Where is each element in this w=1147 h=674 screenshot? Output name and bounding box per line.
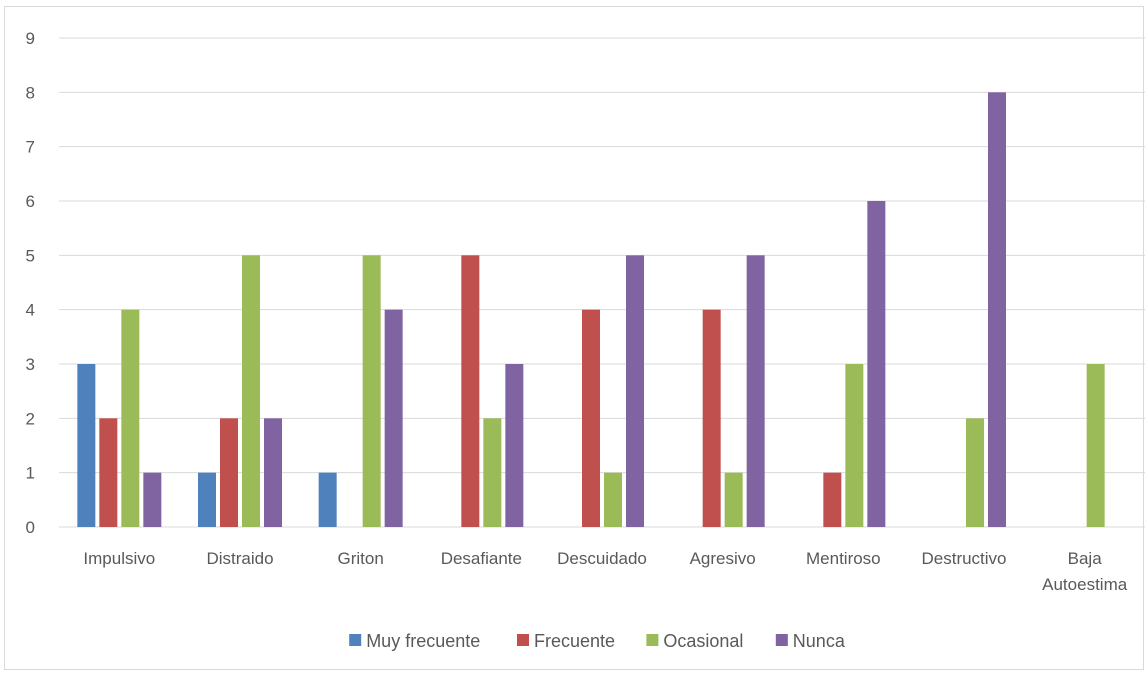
x-tick-label: Desafiante [441,549,522,568]
x-tick-label: Baja Autoestima [1042,549,1128,594]
bar [99,418,118,527]
bar-chart: 0 1 2 3 4 5 6 7 8 9 Impulsivo Distraido Griton Desaf… [26,29,1145,651]
legend-label: Ocasional [663,631,743,651]
x-tick-label: Destructivo [921,549,1006,568]
legend-swatch [775,634,788,646]
x-tick-label: Distraido [206,549,273,568]
y-tick-label: 8 [26,83,35,102]
bar [220,418,238,527]
bar [362,255,381,528]
bar [626,255,644,528]
y-tick-label: 1 [26,464,35,483]
bar [77,364,96,527]
chart-area: 0 1 2 3 4 5 6 7 8 9 Impulsivo Distraido Griton Desaf… [4,6,1145,670]
x-axis-ticks: Impulsivo Distraido Griton Desafiante Descui… [83,549,1127,594]
y-tick-label: 5 [26,246,35,265]
y-tick-label: 7 [26,138,35,157]
bar [845,364,864,527]
y-tick-label: 0 [26,518,35,537]
legend: Muy frecuente Frecuente Ocasional Nunca [349,631,846,651]
bar [1086,364,1105,527]
bar [242,255,260,528]
y-tick-label: 6 [26,192,35,211]
bar [264,418,282,527]
legend-swatch [646,634,659,646]
x-tick-label: Mentiroso [806,549,881,568]
bar [823,472,842,527]
bar [746,255,765,528]
x-tick-label: Descuidado [557,549,647,568]
bar [318,472,337,527]
gridlines [59,37,1145,528]
bar [121,309,140,527]
legend-swatch [517,634,529,646]
bar [582,309,600,527]
bar [867,201,886,527]
y-axis-ticks: 0 1 2 3 4 5 6 7 8 9 [26,29,35,537]
x-tick-label: Griton [338,549,384,568]
legend-label: Nunca [793,631,846,651]
bars [77,92,1105,528]
bar [604,472,622,527]
bar [198,472,216,527]
bar [988,92,1006,527]
bar [724,472,743,527]
x-tick-label: Impulsivo [83,549,155,568]
legend-label: Muy frecuente [366,631,480,651]
x-tick-label: Agresivo [690,549,756,568]
bar [384,309,403,527]
y-tick-label: 3 [26,355,35,374]
legend-label: Frecuente [534,631,615,651]
y-tick-label: 4 [26,301,35,320]
bar [505,364,524,527]
bar [461,255,480,528]
bar [143,472,162,527]
legend-swatch [349,634,362,646]
bar [702,309,721,527]
bar [483,418,502,527]
y-tick-label: 9 [26,29,35,48]
bar [966,418,984,527]
y-tick-label: 2 [26,409,35,428]
